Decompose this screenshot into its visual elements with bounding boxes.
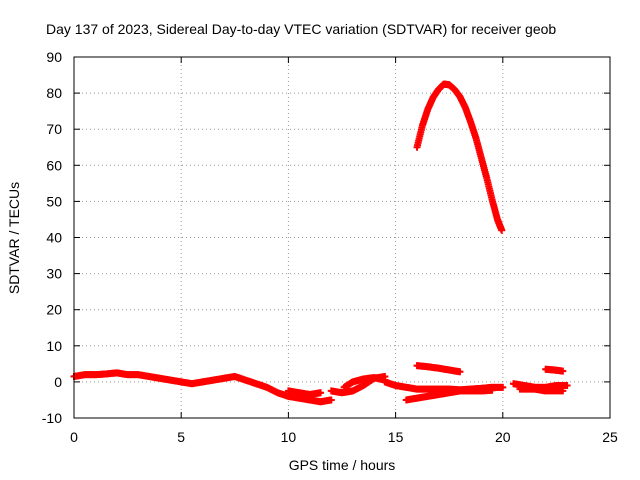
track-short-b: [542, 365, 567, 375]
track-arc: [413, 80, 506, 234]
plot-frame: [73, 56, 611, 419]
chart-title: Day 137 of 2023, Sidereal Day-to-day VTE…: [46, 21, 556, 37]
y-tick-label: 30: [46, 266, 62, 282]
y-tick-label: 20: [46, 302, 62, 318]
track-baseline-e: [340, 374, 389, 391]
x-axis-label: GPS time / hours: [289, 457, 396, 473]
grid-lines: [74, 57, 610, 418]
data-point: [317, 389, 325, 397]
track-baseline-a: [70, 369, 207, 388]
y-tick-label: -10: [42, 410, 62, 426]
x-tick-label: 5: [177, 429, 185, 445]
track-short-a: [413, 362, 464, 376]
y-tick-label: 70: [46, 121, 62, 137]
data-point: [498, 226, 506, 234]
data-point: [559, 367, 567, 375]
x-tick-label: 10: [281, 429, 297, 445]
data-point: [559, 387, 567, 395]
y-tick-label: 10: [46, 338, 62, 354]
y-tick-label: 90: [46, 49, 62, 65]
y-tick-label: 40: [46, 230, 62, 246]
track-baseline-i: [516, 385, 567, 395]
data-marks: [70, 80, 571, 406]
x-tick-label: 15: [388, 429, 404, 445]
y-tick-label: 50: [46, 193, 62, 209]
y-tick-label: 80: [46, 85, 62, 101]
track-baseline-g: [402, 386, 496, 404]
y-tick-label: 0: [54, 374, 62, 390]
x-tick-label: 0: [70, 429, 78, 445]
y-tick-label: 60: [46, 157, 62, 173]
data-point: [563, 382, 571, 390]
y-axis-label: SDTVAR / TECUs: [6, 182, 22, 294]
data-point: [499, 383, 507, 391]
track-baseline-b: [199, 372, 335, 406]
data-point: [327, 396, 335, 404]
x-tick-label: 25: [602, 429, 618, 445]
track-baseline-c: [284, 387, 325, 399]
x-tick-label: 20: [495, 429, 511, 445]
data-point: [456, 368, 464, 376]
data-point: [488, 386, 496, 394]
